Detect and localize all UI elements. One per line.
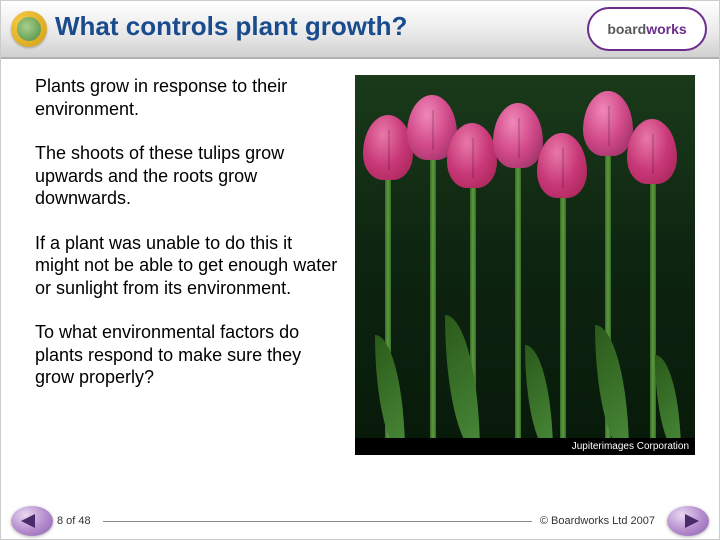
stem (430, 115, 436, 455)
slide-title: What controls plant growth? (55, 11, 407, 42)
tulip-flower (627, 119, 677, 184)
footer-divider (103, 521, 532, 522)
leaf (375, 335, 405, 455)
tulip-flower (583, 91, 633, 156)
boardworks-logo: boardworks (587, 7, 707, 51)
page-number: 8 of 48 (57, 515, 91, 527)
text-column: Plants grow in response to their environ… (35, 75, 355, 497)
paragraph-4: To what environmental factors do plants … (35, 321, 339, 389)
tulip-flower (537, 133, 587, 198)
logo-text-works: works (646, 21, 686, 37)
slide-footer: 8 of 48 © Boardworks Ltd 2007 (1, 503, 719, 539)
leaf (595, 325, 629, 455)
tulip-flower (493, 103, 543, 168)
forward-button[interactable] (667, 506, 709, 536)
paragraph-1: Plants grow in response to their environ… (35, 75, 339, 120)
image-column: Jupiterimages Corporation (355, 75, 703, 497)
stem (560, 155, 566, 455)
image-credit: Jupiterimages Corporation (355, 438, 695, 455)
copyright-text: © Boardworks Ltd 2007 (540, 515, 655, 527)
slide-content: Plants grow in response to their environ… (1, 59, 719, 497)
tulip-image: Jupiterimages Corporation (355, 75, 695, 455)
stem (515, 125, 521, 455)
slide-header: What controls plant growth? boardworks (1, 1, 719, 59)
paragraph-2: The shoots of these tulips grow upwards … (35, 142, 339, 210)
stem (650, 140, 656, 455)
header-globe-icon (11, 11, 47, 47)
back-button[interactable] (11, 506, 53, 536)
tulip-flower (363, 115, 413, 180)
paragraph-3: If a plant was unable to do this it migh… (35, 232, 339, 300)
tulip-flower (447, 123, 497, 188)
logo-text-board: board (607, 21, 646, 37)
